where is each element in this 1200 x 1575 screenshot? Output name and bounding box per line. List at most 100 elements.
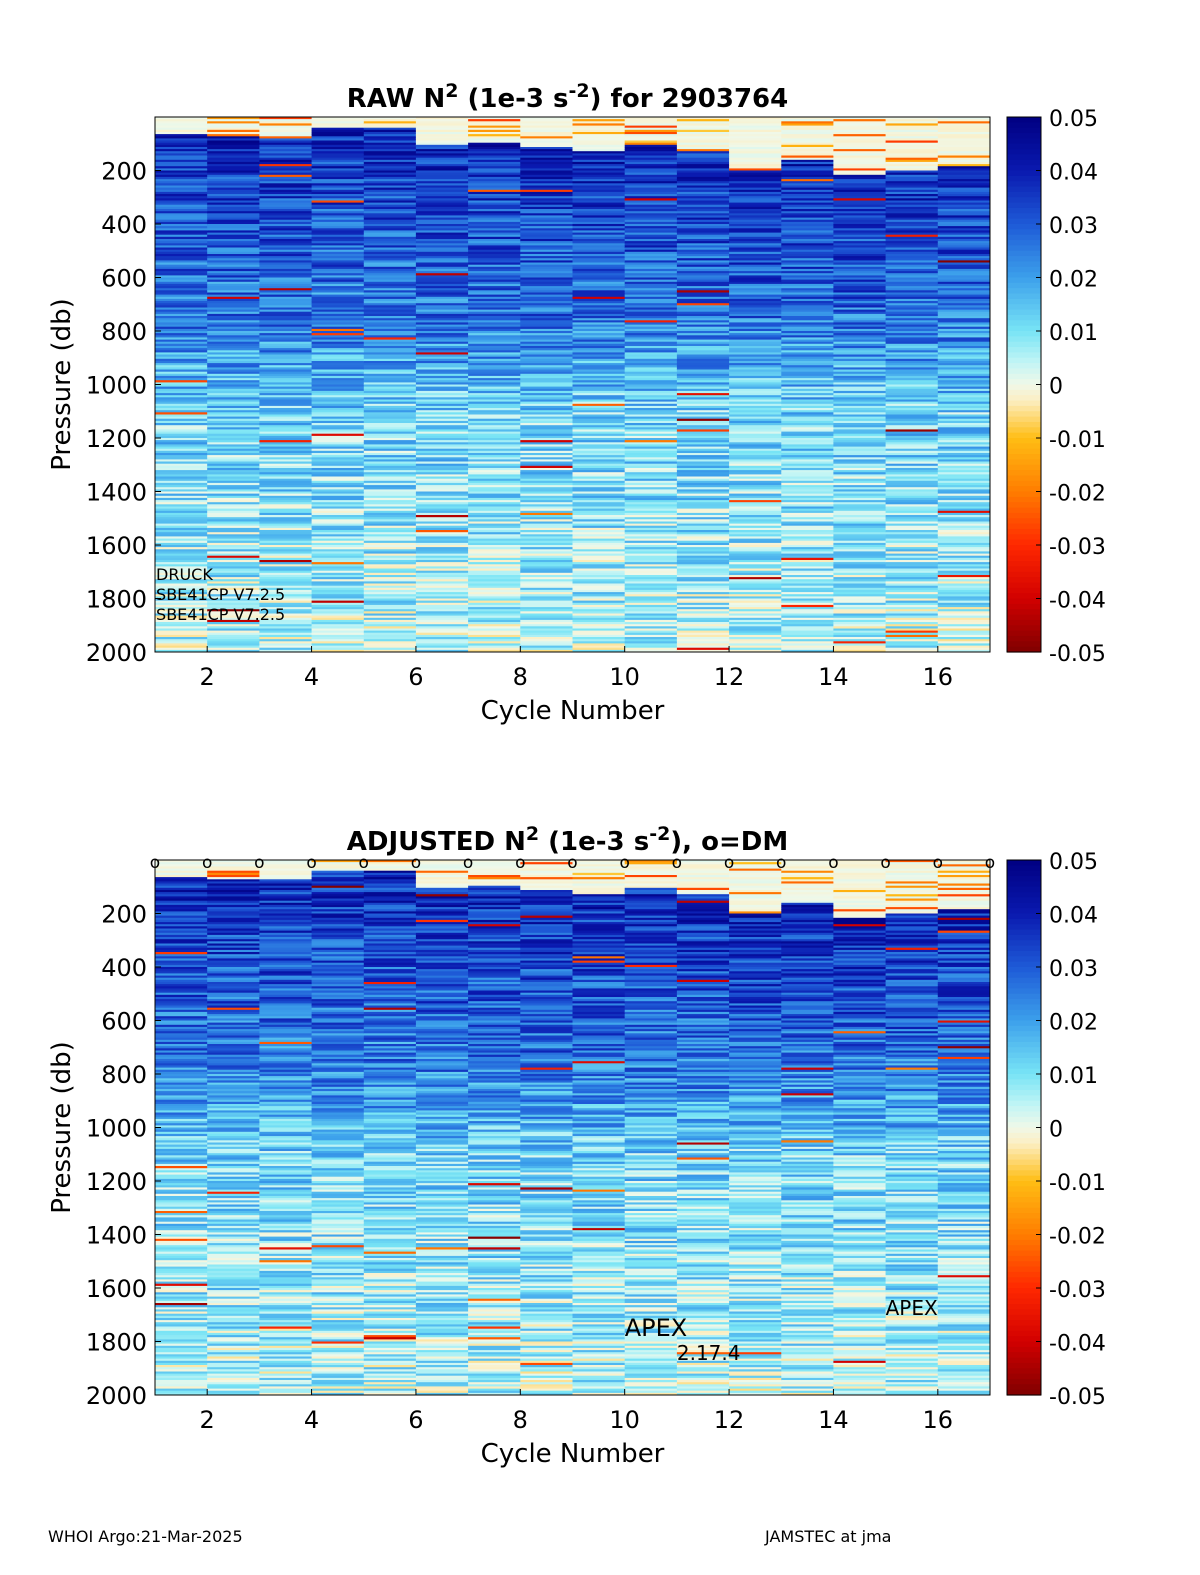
heatmap-cell — [520, 433, 573, 437]
heatmap-cell — [572, 211, 626, 214]
heatmap-cell — [885, 138, 939, 141]
heatmap-cell — [676, 570, 730, 574]
heatmap-cell — [520, 549, 573, 552]
heatmap-cell — [885, 575, 939, 578]
heatmap-cell — [937, 339, 991, 343]
heatmap-cell — [676, 510, 730, 514]
heatmap-cell — [729, 268, 782, 272]
heatmap-cell — [885, 459, 939, 462]
heatmap-cell — [781, 129, 834, 133]
heatmap-cell — [572, 164, 626, 167]
heatmap-cell — [937, 277, 991, 281]
heatmap-cell — [624, 395, 678, 398]
heatmap-cell — [572, 326, 626, 330]
heatmap-cell — [729, 482, 782, 486]
heatmap-cell — [155, 438, 208, 441]
heatmap-cell — [468, 247, 521, 251]
heatmap-cell — [937, 549, 991, 552]
heatmap-cell — [155, 919, 208, 923]
heatmap-cell — [311, 290, 365, 293]
heatmap-cell — [155, 382, 208, 385]
heatmap-cell — [311, 577, 365, 580]
heatmap-cell — [468, 600, 521, 604]
heatmap-cell — [676, 288, 730, 291]
heatmap-cell — [155, 634, 208, 638]
heatmap-cell — [415, 592, 469, 595]
heatmap-cell — [520, 313, 573, 317]
heatmap-cell — [155, 132, 208, 135]
heatmap-cell — [885, 373, 939, 377]
heatmap-cell — [520, 611, 573, 614]
heatmap-cell — [207, 1296, 260, 1300]
heatmap-cell — [468, 489, 521, 492]
heatmap-cell — [155, 928, 208, 932]
heatmap-cell — [468, 549, 521, 552]
heatmap-cell — [781, 423, 834, 426]
heatmap-cell — [729, 388, 782, 392]
heatmap-cell — [207, 1315, 260, 1319]
heatmap-cell — [259, 1142, 313, 1146]
heatmap-cell — [155, 1384, 208, 1387]
heatmap-cell — [259, 234, 313, 238]
heatmap-cell — [833, 123, 887, 126]
heatmap-cell — [624, 521, 678, 525]
heatmap-cell — [259, 1106, 313, 1109]
heatmap-cell — [781, 335, 834, 338]
heatmap-cell — [572, 256, 626, 259]
heatmap-cell — [415, 290, 469, 293]
heatmap-cell — [572, 388, 626, 392]
heatmap-cell — [363, 562, 417, 565]
heatmap-cell — [155, 887, 208, 891]
heatmap-cell — [833, 277, 887, 281]
heatmap-cell — [259, 367, 313, 370]
heatmap-cell — [155, 354, 208, 358]
heatmap-cell — [520, 219, 573, 223]
heatmap-cell — [885, 273, 939, 276]
heatmap-cell — [781, 551, 834, 554]
heatmap-cell — [520, 388, 573, 392]
heatmap-cell — [624, 202, 678, 206]
heatmap-cell — [676, 431, 730, 435]
heatmap-cell — [937, 286, 991, 289]
heatmap-cell — [885, 382, 939, 385]
heatmap-cell — [885, 123, 939, 126]
heatmap-cell — [520, 168, 573, 171]
heatmap-cell — [729, 393, 782, 396]
heatmap-cell — [624, 615, 678, 619]
heatmap-cell — [207, 147, 260, 150]
colorbar-segment — [1007, 357, 1041, 364]
heatmap-cell — [885, 418, 939, 422]
heatmap-cell — [207, 1071, 260, 1075]
heatmap-cell — [676, 615, 730, 619]
heatmap-cell — [729, 637, 782, 640]
heatmap-cell — [155, 213, 208, 216]
heatmap-cell — [468, 324, 521, 328]
heatmap-cell — [520, 290, 573, 293]
heatmap-cell — [468, 356, 521, 360]
heatmap-cell — [572, 405, 626, 409]
heatmap-cell — [676, 592, 730, 595]
heatmap-cell — [572, 339, 626, 343]
heatmap-cell — [259, 457, 313, 460]
heatmap-cell — [937, 438, 991, 441]
heatmap-cell — [155, 367, 208, 370]
colorbar-segment — [1007, 175, 1041, 182]
heatmap-cell — [781, 444, 834, 447]
heatmap-cell — [833, 446, 887, 450]
heatmap-cell — [520, 476, 573, 480]
heatmap-cell — [468, 309, 521, 313]
heatmap-cell — [520, 176, 573, 180]
heatmap-cell — [155, 585, 208, 589]
heatmap-cell — [259, 277, 313, 281]
heatmap-cell — [781, 491, 834, 495]
heatmap-cell — [311, 399, 365, 403]
heatmap-cell — [676, 459, 730, 462]
heatmap-cell — [729, 455, 782, 458]
heatmap-cell — [415, 123, 469, 126]
y-tick-label: 800 — [101, 318, 147, 346]
colorbar-segment — [1007, 117, 1041, 123]
heatmap-cell — [207, 268, 260, 272]
heatmap-cell — [468, 226, 521, 229]
heatmap-cell — [624, 316, 678, 319]
heatmap-cell — [207, 322, 260, 325]
